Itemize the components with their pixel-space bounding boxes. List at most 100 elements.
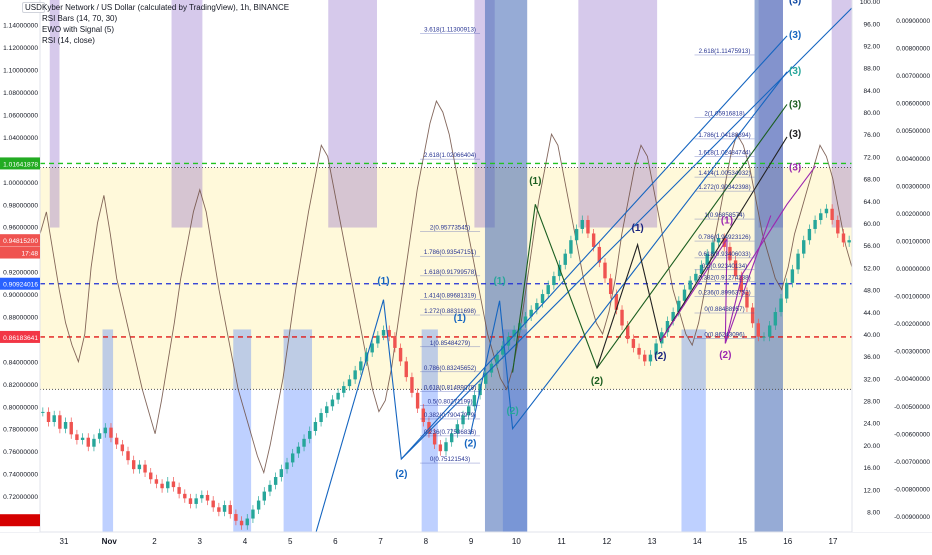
candle-body-50	[325, 406, 329, 414]
ewo-tick-13: -0.00400000	[894, 376, 930, 383]
wave-label-13: (3)	[789, 30, 801, 41]
currency-badge[interactable]: USD	[22, 2, 45, 13]
candle-body-115	[694, 273, 698, 281]
x-tick-12: 12	[602, 537, 611, 546]
candle-body-88	[540, 294, 545, 304]
fib-label-a-13: 0(0.75121543)	[430, 456, 470, 463]
ewo-band-1	[754, 0, 783, 532]
price-tick-18: 0.78000000	[3, 427, 38, 434]
candle-body-109	[660, 332, 664, 344]
legend-rsi[interactable]: RSI (14, close)	[42, 36, 95, 45]
x-tick-15: 15	[738, 537, 747, 546]
candle-body-140	[836, 219, 840, 234]
ewo-region-3	[233, 329, 252, 532]
candle-body-51	[330, 399, 335, 407]
candle-body-72	[449, 433, 454, 443]
candle-body-13	[114, 437, 119, 445]
rsi-tick-0: 100.00	[860, 0, 881, 6]
rsi-tick-8: 68.00	[863, 177, 880, 184]
candle-body-101	[614, 294, 619, 310]
price-tick-16: 0.82000000	[3, 382, 38, 389]
candle-body-26	[188, 498, 193, 504]
price-tick-11: 0.92000000	[3, 270, 38, 277]
candle-body-0	[41, 411, 45, 413]
wave-label-15: (3)	[789, 100, 801, 111]
ewo-region-9	[578, 0, 658, 228]
candle-body-64	[404, 361, 408, 378]
rsi-tick-7: 72.00	[863, 154, 880, 161]
candle-body-126	[756, 323, 761, 337]
candle-body-103	[626, 325, 630, 339]
x-tick-10: 10	[512, 537, 521, 546]
price-tick-9: 0.96000000	[3, 225, 38, 232]
ewo-tick-6: 0.00300000	[896, 183, 930, 190]
legend-rsi-bars[interactable]: RSI Bars (14, 70, 30)	[42, 14, 118, 23]
x-tick-13: 13	[648, 537, 657, 546]
candle-body-141	[841, 233, 846, 243]
price-tick-0: 1.14000000	[3, 23, 38, 30]
fib-label-a-8: 0.786(0.83245652)	[424, 365, 476, 372]
price-tick-21: 0.72000000	[3, 494, 38, 501]
wave-label-7: (2)	[591, 376, 603, 387]
candle-body-69	[432, 433, 437, 445]
candle-body-49	[319, 413, 323, 423]
candle-body-53	[342, 386, 346, 393]
wave-label-6: (1)	[529, 176, 541, 187]
legend-ewo[interactable]: EWO with Signal (5)	[42, 25, 115, 34]
x-tick-5: 5	[288, 537, 293, 546]
price-badge-label-1: 0.94815200	[3, 238, 38, 245]
candle-body-78	[484, 372, 488, 384]
candle-body-6	[75, 434, 79, 440]
rsi-tick-12: 52.00	[863, 265, 880, 272]
price-axis-bg	[0, 0, 40, 532]
candle-body-19	[149, 472, 153, 480]
candle-body-98	[597, 246, 602, 263]
chart-title[interactable]: Kyber Network / US Dollar (calculated by…	[42, 3, 290, 12]
rsi-tick-2: 92.00	[863, 43, 880, 50]
candle-body-117	[705, 253, 709, 265]
candle-body-121	[728, 246, 732, 261]
candle-body-9	[92, 438, 96, 447]
price-badge-label-2: 17:48	[21, 251, 38, 258]
trend-line-6	[724, 165, 816, 344]
candle-body-15	[126, 451, 130, 461]
candle-body-91	[557, 264, 562, 277]
candle-body-137	[819, 213, 823, 220]
candle-body-21	[160, 483, 164, 489]
candle-body-52	[336, 392, 340, 400]
candle-body-75	[467, 406, 471, 416]
ewo-region-0	[49, 0, 60, 228]
candle-body-68	[427, 422, 431, 434]
candle-body-127	[762, 336, 766, 338]
candle-body-12	[109, 427, 113, 438]
ewo-tick-11: -0.00200000	[894, 321, 930, 328]
price-tick-1: 1.12000000	[3, 45, 38, 52]
x-tick-6: 6	[333, 537, 338, 546]
price-badge-2	[0, 246, 40, 259]
candle-body-60	[381, 329, 386, 336]
rsi-axis-bg	[852, 0, 932, 532]
candle-body-28	[200, 494, 204, 499]
price-badge-5	[0, 514, 40, 527]
ewo-tick-5: 0.00400000	[896, 156, 930, 163]
ewo-tick-8: 0.00100000	[896, 238, 930, 245]
candle-body-37	[251, 509, 255, 519]
fib-label-b-9: 0.5(0.92340134)	[702, 263, 747, 270]
price-tick-15: 0.84000000	[3, 359, 38, 366]
candle-body-81	[501, 345, 505, 355]
rsi-tick-19: 24.00	[863, 421, 880, 428]
rsi-tick-3: 88.00	[863, 66, 880, 73]
x-tick-17: 17	[829, 537, 838, 546]
fib-label-a-4: 1.618(0.91799578)	[424, 269, 476, 276]
rsi-tick-18: 28.00	[863, 399, 880, 406]
fib-label-b-2: 1.786(1.04188894)	[698, 132, 750, 139]
price-badge-label-0: 1.01641878	[3, 161, 38, 168]
price-badge-label-4: 0.86183641	[3, 335, 38, 342]
price-tick-7: 1.00000000	[3, 180, 38, 187]
x-tick-8: 8	[424, 537, 429, 546]
candle-body-34	[234, 514, 238, 521]
rsi-tick-23: 8.00	[867, 509, 880, 516]
price-badge-4	[0, 330, 40, 343]
candle-body-8	[86, 437, 90, 447]
candle-body-41	[273, 477, 278, 485]
